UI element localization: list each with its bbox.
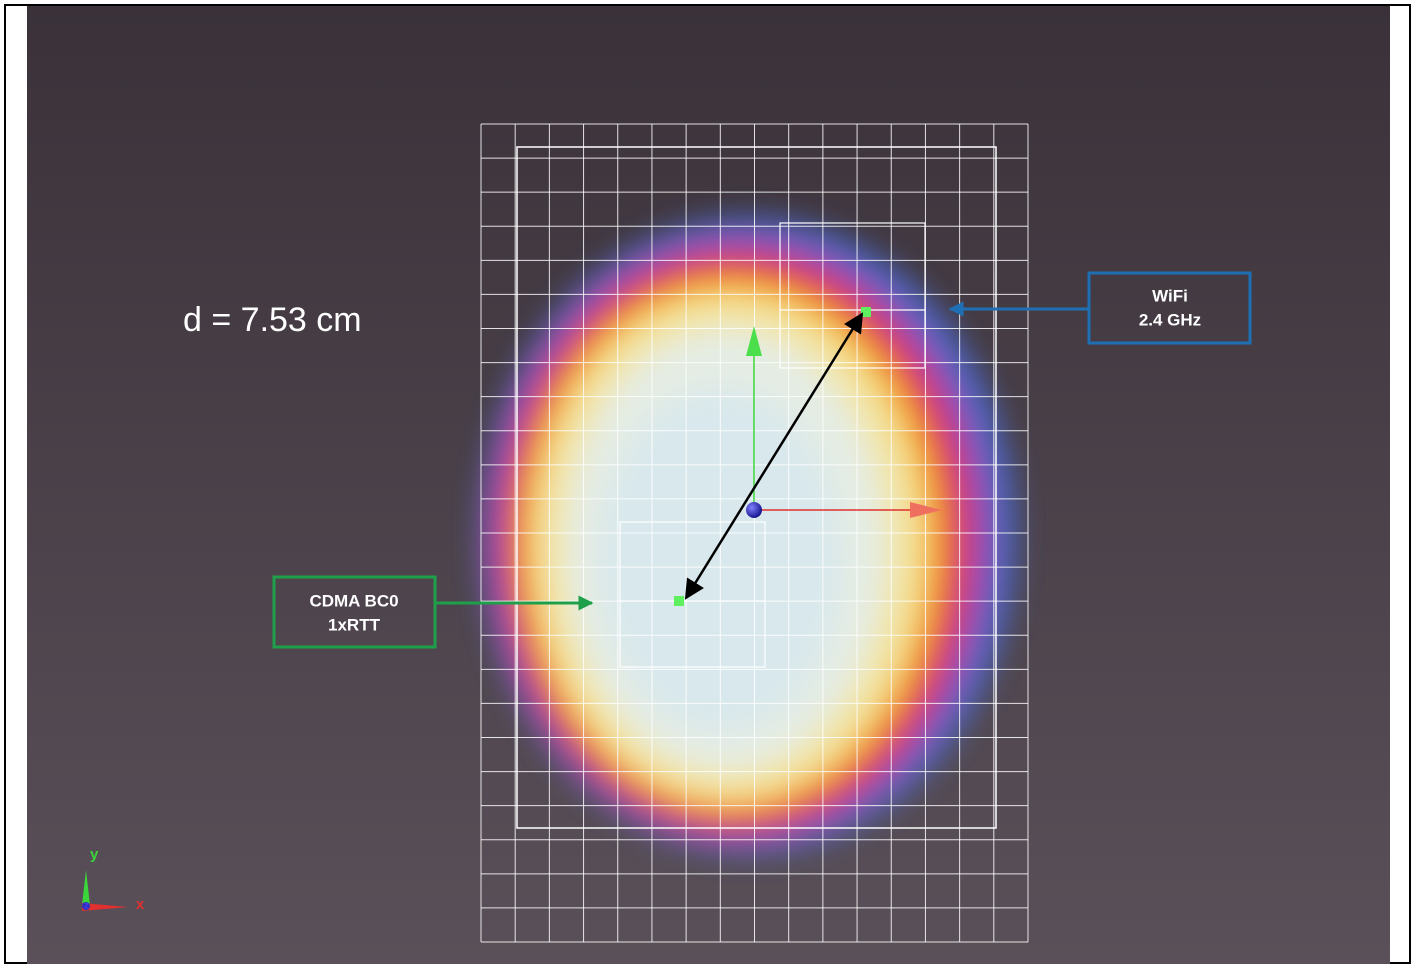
triad-y: y (90, 846, 99, 863)
wifi-label: WiFi (1152, 286, 1188, 305)
triad-z: z (84, 901, 89, 912)
distance-arrow (684, 312, 864, 600)
field-pattern (480, 217, 1016, 853)
view-triad: y x z (82, 846, 145, 913)
board-outline (516, 146, 997, 829)
cdma-box (272, 575, 437, 649)
cdma-label: CDMA BC0 (309, 591, 398, 610)
wifi-feed (861, 307, 871, 317)
cdma-mode: 1xRTT (328, 615, 381, 634)
x-arrow (910, 502, 942, 518)
wifi-band: 2.4 GHz (1139, 310, 1201, 329)
origin (746, 502, 762, 518)
mesh-grid (480, 123, 1029, 943)
distance-label: d = 7.53 cm (183, 301, 362, 339)
triad-x: x (136, 896, 145, 913)
cdma-feed (674, 596, 684, 606)
